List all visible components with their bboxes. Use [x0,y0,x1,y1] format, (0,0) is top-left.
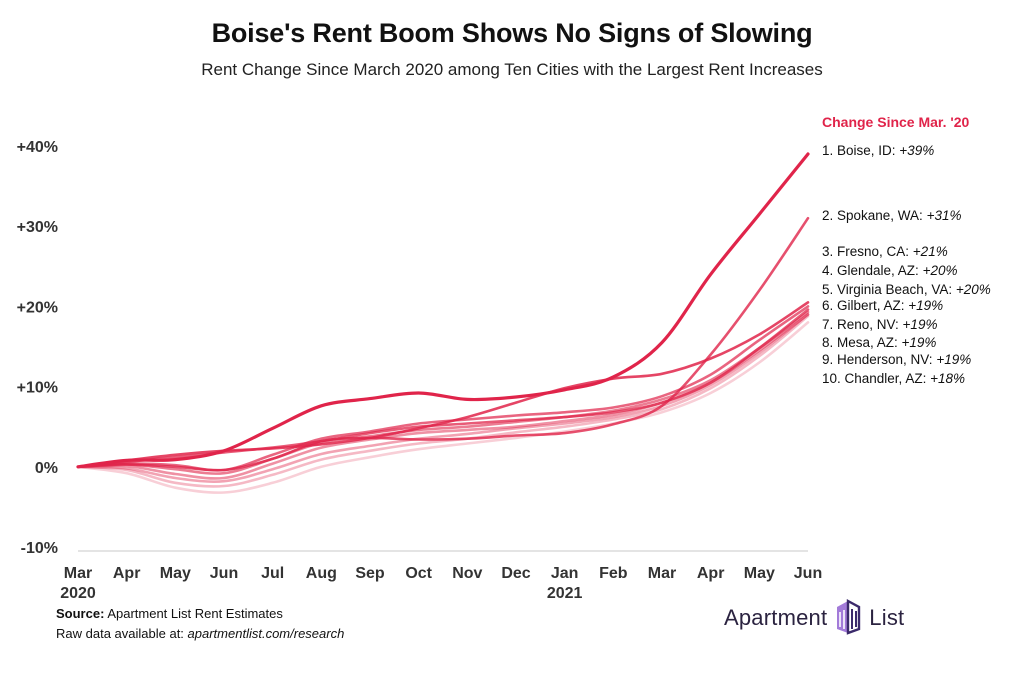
legend-item-4: 4. Glendale, AZ: +20% [822,263,957,278]
chart-title: Boise's Rent Boom Shows No Signs of Slow… [211,18,813,48]
y-tick-label: +10% [17,380,58,397]
series-line-1 [76,152,810,469]
legend-city-label: 4. Glendale, AZ: [822,263,923,278]
source-text: Apartment List Rent Estimates [107,606,283,621]
legend-value-label: +20% [956,282,991,297]
legend-city-label: 1. Boise, ID: [822,143,899,158]
x-tick-year-label: 2020 [60,585,96,602]
y-tick-label: +30% [17,219,58,236]
logo-text-left: Apartment [724,605,828,630]
legend-city-label: 2. Spokane, WA: [822,208,927,223]
logo-text-right: List [869,605,905,630]
series-line-8 [76,313,810,483]
x-tick-label: Dec [501,565,530,582]
legend-value-label: +21% [913,244,948,259]
y-tick-label: -10% [21,540,58,557]
legend-item-1: 1. Boise, ID: +39% [822,143,934,158]
legend-value-label: +19% [936,352,971,367]
x-tick-label: Nov [452,565,482,582]
legend-city-label: 7. Reno, NV: [822,317,903,332]
legend-item-5: 5. Virginia Beach, VA: +20% [822,282,991,297]
legend-item-6: 6. Gilbert, AZ: +19% [822,298,943,313]
legend-city-label: 8. Mesa, AZ: [822,335,902,350]
series-line-6 [76,310,810,475]
apartment-list-building-icon [837,599,861,635]
source-note: Source: Apartment List Rent Estimates Ra… [56,604,344,644]
legend-city-label: 6. Gilbert, AZ: [822,298,908,313]
x-tick-label: Jun [794,565,822,582]
legend-item-2: 2. Spokane, WA: +31% [822,208,961,223]
x-tick-label: Apr [113,565,141,582]
legend-item-7: 7. Reno, NV: +19% [822,317,937,332]
apartment-list-logo: Apartment List [724,598,904,638]
x-tick-label: Aug [306,565,337,582]
legend-city-label: 5. Virginia Beach, VA: [822,282,956,297]
legend-value-label: +19% [903,317,938,332]
series-line-10 [76,321,810,494]
legend-item-10: 10. Chandler, AZ: +18% [822,371,965,386]
legend-value-label: +19% [908,298,943,313]
x-tick-label: Sep [355,565,385,582]
x-tick-label: Jan [551,565,579,582]
legend-title: Change Since Mar. '20 [822,114,969,130]
x-tick-label: Mar [64,565,92,582]
x-tick-label: Mar [648,565,676,582]
legend-value-label: +31% [927,208,962,223]
x-tick-label: May [744,565,775,582]
source-label: Source: [56,606,105,621]
series-line-5 [76,308,810,469]
chart-subtitle: Rent Change Since March 2020 among Ten C… [201,60,823,79]
x-tick-label: Feb [599,565,628,582]
x-tick-year-label: 2021 [547,585,583,602]
y-tick-label: +40% [17,139,58,156]
x-tick-label: Jun [210,565,238,582]
legend-item-9: 9. Henderson, NV: +19% [822,352,971,367]
legend-city-label: 3. Fresno, CA: [822,244,913,259]
legend-item-3: 3. Fresno, CA: +21% [822,244,948,259]
series-line-2 [76,216,810,472]
series-line-9 [76,314,810,488]
x-tick-label: Jul [261,565,284,582]
x-tick-label: Oct [405,565,432,582]
raw-data-link[interactable]: apartmentlist.com/research [187,626,345,641]
legend-value-label: +20% [923,263,958,278]
legend-city-label: 9. Henderson, NV: [822,352,936,367]
y-tick-label: 0% [35,460,58,477]
legend-city-label: 10. Chandler, AZ: [822,371,930,386]
legend-item-8: 8. Mesa, AZ: +19% [822,335,936,350]
legend-value-label: +19% [902,335,937,350]
raw-data-prefix: Raw data available at: [56,626,188,641]
y-tick-label: +20% [17,299,58,316]
x-tick-label: Apr [697,565,725,582]
x-tick-label: May [160,565,191,582]
legend-value-label: +18% [930,371,965,386]
legend-value-label: +39% [899,143,934,158]
series-line-3 [76,301,810,469]
